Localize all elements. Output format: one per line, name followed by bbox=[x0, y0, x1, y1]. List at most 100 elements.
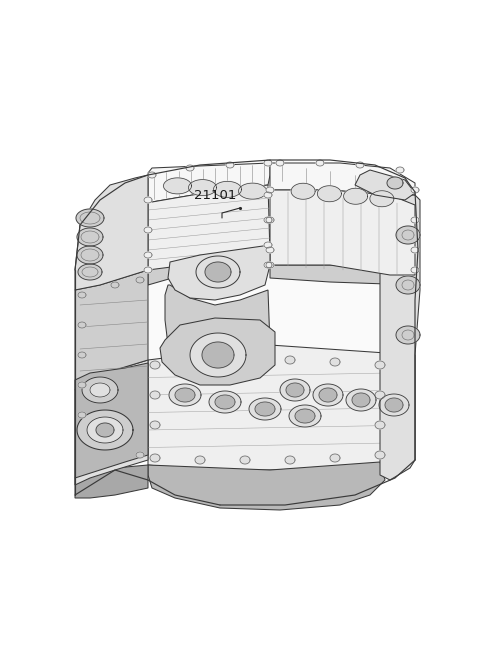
Polygon shape bbox=[319, 388, 337, 402]
Polygon shape bbox=[144, 197, 152, 203]
Polygon shape bbox=[411, 267, 419, 273]
Polygon shape bbox=[411, 187, 419, 193]
Polygon shape bbox=[148, 185, 270, 270]
Polygon shape bbox=[202, 342, 234, 368]
Polygon shape bbox=[375, 361, 385, 369]
Polygon shape bbox=[196, 256, 240, 288]
Polygon shape bbox=[396, 326, 420, 344]
Polygon shape bbox=[75, 160, 418, 505]
Polygon shape bbox=[266, 262, 274, 268]
Polygon shape bbox=[317, 186, 341, 202]
Polygon shape bbox=[375, 391, 385, 399]
Polygon shape bbox=[189, 179, 216, 196]
Polygon shape bbox=[195, 456, 205, 464]
Polygon shape bbox=[150, 391, 160, 399]
Polygon shape bbox=[270, 265, 415, 285]
Polygon shape bbox=[411, 217, 419, 223]
Polygon shape bbox=[78, 412, 86, 418]
Polygon shape bbox=[276, 160, 284, 166]
Polygon shape bbox=[168, 245, 270, 300]
Polygon shape bbox=[165, 285, 270, 368]
Polygon shape bbox=[264, 160, 272, 166]
Polygon shape bbox=[144, 252, 152, 258]
Polygon shape bbox=[77, 246, 103, 264]
Polygon shape bbox=[169, 384, 201, 406]
Polygon shape bbox=[264, 242, 272, 248]
Polygon shape bbox=[75, 363, 148, 478]
Polygon shape bbox=[148, 172, 156, 178]
Polygon shape bbox=[75, 175, 148, 290]
Polygon shape bbox=[150, 454, 160, 462]
Polygon shape bbox=[78, 264, 102, 280]
Polygon shape bbox=[186, 165, 194, 171]
Polygon shape bbox=[355, 170, 415, 200]
Polygon shape bbox=[215, 395, 235, 409]
Polygon shape bbox=[87, 417, 123, 443]
Polygon shape bbox=[270, 190, 415, 275]
Polygon shape bbox=[78, 352, 86, 358]
Polygon shape bbox=[356, 162, 364, 168]
Polygon shape bbox=[264, 192, 272, 198]
Polygon shape bbox=[285, 356, 295, 364]
Polygon shape bbox=[270, 163, 415, 195]
Polygon shape bbox=[148, 345, 415, 470]
Polygon shape bbox=[396, 276, 420, 294]
Polygon shape bbox=[150, 421, 160, 429]
Polygon shape bbox=[75, 360, 148, 485]
Polygon shape bbox=[75, 465, 148, 498]
Polygon shape bbox=[96, 423, 114, 437]
Polygon shape bbox=[375, 451, 385, 459]
Polygon shape bbox=[205, 262, 231, 282]
Polygon shape bbox=[144, 267, 152, 273]
Polygon shape bbox=[78, 322, 86, 328]
Polygon shape bbox=[330, 358, 340, 366]
Polygon shape bbox=[111, 282, 119, 288]
Polygon shape bbox=[289, 405, 321, 427]
Polygon shape bbox=[226, 162, 234, 168]
Polygon shape bbox=[239, 183, 266, 199]
Polygon shape bbox=[240, 456, 250, 464]
Polygon shape bbox=[160, 318, 275, 385]
Polygon shape bbox=[313, 384, 343, 406]
Polygon shape bbox=[375, 421, 385, 429]
Polygon shape bbox=[352, 393, 370, 407]
Polygon shape bbox=[136, 452, 144, 458]
Polygon shape bbox=[396, 226, 420, 244]
Polygon shape bbox=[148, 462, 385, 510]
Polygon shape bbox=[90, 383, 110, 397]
Polygon shape bbox=[76, 209, 104, 227]
Polygon shape bbox=[75, 270, 148, 390]
Polygon shape bbox=[240, 356, 250, 364]
Polygon shape bbox=[385, 398, 403, 412]
Polygon shape bbox=[370, 191, 394, 207]
Polygon shape bbox=[77, 228, 103, 246]
Polygon shape bbox=[214, 181, 241, 197]
Polygon shape bbox=[346, 389, 376, 411]
Polygon shape bbox=[344, 188, 368, 204]
Polygon shape bbox=[150, 361, 160, 369]
Polygon shape bbox=[255, 402, 275, 416]
Polygon shape bbox=[380, 192, 420, 480]
Polygon shape bbox=[77, 410, 133, 450]
Polygon shape bbox=[78, 382, 86, 388]
Polygon shape bbox=[190, 333, 246, 377]
Polygon shape bbox=[379, 394, 409, 416]
Polygon shape bbox=[285, 456, 295, 464]
Polygon shape bbox=[136, 277, 144, 283]
Polygon shape bbox=[264, 262, 272, 268]
Polygon shape bbox=[411, 247, 419, 253]
Polygon shape bbox=[164, 178, 192, 194]
Polygon shape bbox=[387, 177, 403, 189]
Polygon shape bbox=[148, 163, 270, 202]
Polygon shape bbox=[266, 187, 274, 193]
Polygon shape bbox=[266, 217, 274, 223]
Polygon shape bbox=[148, 250, 270, 285]
Polygon shape bbox=[396, 167, 404, 173]
Polygon shape bbox=[291, 183, 315, 199]
Polygon shape bbox=[316, 160, 324, 166]
Polygon shape bbox=[144, 227, 152, 233]
Polygon shape bbox=[82, 377, 118, 403]
Text: 21101: 21101 bbox=[194, 189, 236, 202]
Polygon shape bbox=[78, 292, 86, 298]
Polygon shape bbox=[264, 217, 272, 223]
